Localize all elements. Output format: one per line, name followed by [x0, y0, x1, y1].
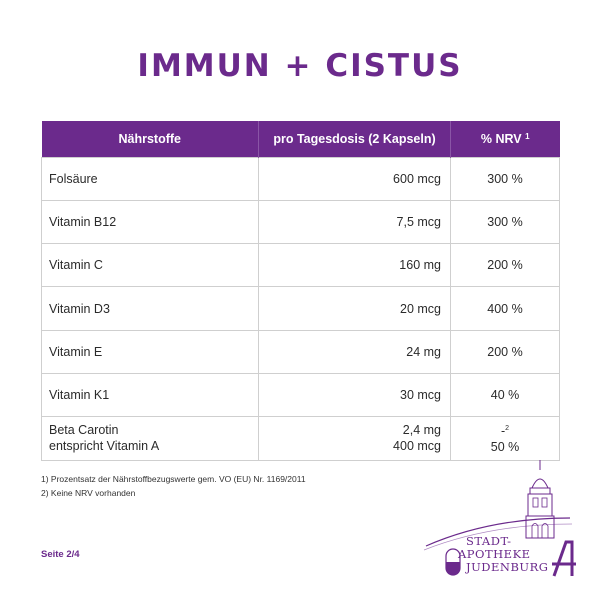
page-title: IMMUN + CISTUS: [137, 48, 463, 84]
nutrient-dose: 160 mg: [258, 243, 451, 288]
nutrient-nrv: -2 50 %: [450, 416, 560, 461]
footnote-marker: 1: [525, 131, 530, 141]
table-header-row: Nährstoffe pro Tagesdosis (2 Kapseln) % …: [41, 121, 560, 157]
nutrient-dose: 2,4 mg 400 mcg: [258, 416, 451, 461]
nutrient-dose: 30 mcg: [258, 372, 451, 418]
table-row: Vitamin B12 7,5 mcg 300 %: [41, 199, 560, 245]
nutrient-dose: 20 mcg: [258, 286, 451, 331]
nutrient-name: Vitamin D3: [41, 286, 259, 331]
nutrient-nrv: 300 %: [450, 156, 560, 201]
column-header-nutrient: Nährstoffe: [41, 121, 259, 157]
footnote-2: 2) Keine NRV vorhanden: [41, 488, 136, 498]
nutrient-name: Vitamin K1: [41, 372, 259, 418]
nutrient-nrv-line1: -2: [500, 424, 510, 439]
nutrient-nrv: 40 %: [450, 372, 560, 418]
pharmacy-logo: STADT- APOTHEKE JUDENBURG: [420, 458, 580, 583]
logo-line-1: STADT-: [466, 534, 512, 548]
nutrient-nrv: 200 %: [450, 243, 560, 288]
nutrient-nrv: 400 %: [450, 286, 560, 331]
nutrient-dose-line2: 400 mcg: [393, 439, 441, 454]
nutrient-name: Vitamin C: [41, 243, 259, 288]
logo-line-2: APOTHEKE: [458, 547, 531, 561]
table-row: Vitamin C 160 mg 200 %: [41, 243, 560, 288]
footnote-marker: 2: [505, 425, 510, 433]
table-row: Folsäure 600 mcg 300 %: [41, 156, 560, 201]
table-row: Beta Carotin entspricht Vitamin A 2,4 mg…: [41, 416, 560, 461]
nutrient-dose: 24 mg: [258, 329, 451, 374]
nutrient-dose-line1: 2,4 mg: [402, 423, 441, 438]
column-header-dose: pro Tagesdosis (2 Kapseln): [258, 121, 451, 157]
nutrient-dose: 600 mcg: [258, 156, 451, 201]
nutrient-nrv-line2: 50 %: [490, 440, 520, 455]
logo-line-3: JUDENBURG: [466, 560, 549, 574]
nutrient-name-line1: Beta Carotin: [49, 423, 119, 438]
nutrient-name: Vitamin E: [41, 329, 259, 374]
nutrient-dose: 7,5 mcg: [258, 199, 451, 245]
page-number-label: Seite 2/4: [41, 549, 80, 560]
nutrient-name-line2: entspricht Vitamin A: [49, 439, 160, 454]
table-row: Vitamin D3 20 mcg 400 %: [41, 286, 560, 331]
footnotes: 1) Prozentsatz der Nährstoffbezugswerte …: [41, 472, 306, 500]
nutrient-nrv: 300 %: [450, 199, 560, 245]
footnote-1: 1) Prozentsatz der Nährstoffbezugswerte …: [41, 474, 306, 484]
column-header-nrv: % NRV 1: [450, 121, 560, 157]
nutrient-nrv: 200 %: [450, 329, 560, 374]
nutrient-table: Nährstoffe pro Tagesdosis (2 Kapseln) % …: [41, 121, 560, 461]
nutrient-name: Beta Carotin entspricht Vitamin A: [41, 416, 259, 461]
nutrient-name: Vitamin B12: [41, 199, 259, 245]
table-row: Vitamin E 24 mg 200 %: [41, 329, 560, 374]
table-row: Vitamin K1 30 mcg 40 %: [41, 372, 560, 418]
church-tower-icon: [423, 460, 576, 577]
nutrient-name: Folsäure: [41, 156, 259, 201]
